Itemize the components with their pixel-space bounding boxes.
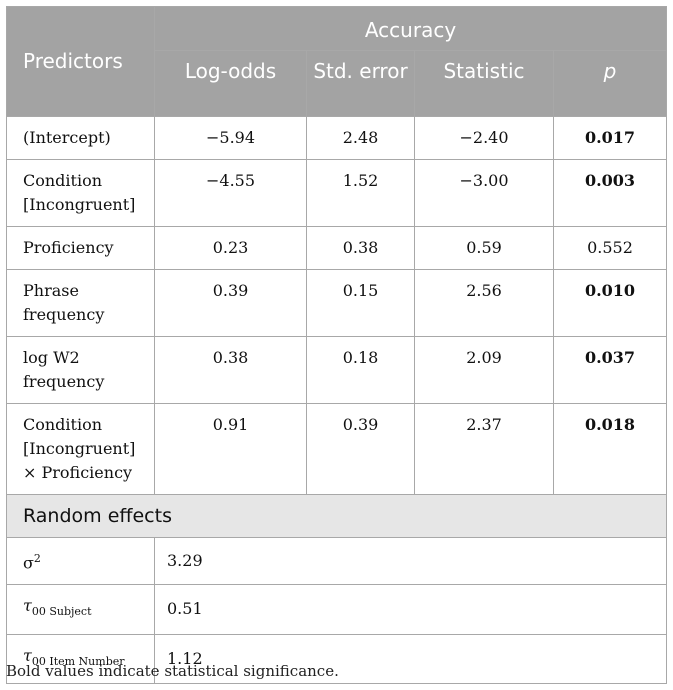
- p-header: p: [553, 50, 667, 117]
- sigma-squared-value: 3.29: [154, 536, 667, 586]
- p-value-cell: 0.552: [553, 226, 667, 270]
- statistic-cell: 2.09: [414, 336, 554, 404]
- std-error-cell: 0.38: [306, 226, 415, 270]
- table-row: τ00 Subject 0.51: [6, 584, 667, 635]
- statistic-cell: −2.40: [414, 116, 554, 160]
- std-error-header: Std. error: [306, 50, 415, 117]
- std-error-cell: 0.39: [306, 403, 415, 495]
- random-effects-title: Random effects: [6, 494, 667, 538]
- sigma-symbol: σ: [23, 553, 34, 573]
- tau-subscript: 00 Item Number: [31, 654, 125, 668]
- p-value-cell: 0.010: [553, 269, 667, 337]
- tau-subject-value: 0.51: [154, 584, 667, 635]
- tau-item-value: 1.12: [154, 633, 667, 684]
- table-row: σ2 3.29: [6, 536, 667, 586]
- log-odds-cell: −5.94: [154, 116, 307, 160]
- predictor-cell: Condition [Incongruent]: [6, 159, 155, 227]
- statistic-cell: 0.59: [414, 226, 554, 270]
- log-odds-cell: −4.55: [154, 159, 307, 227]
- std-error-cell: 0.18: [306, 336, 415, 404]
- tau-subscript: 00 Subject: [31, 605, 92, 619]
- p-value-cell: 0.003: [553, 159, 667, 227]
- table-row: (Intercept) −5.94 2.48 −2.40 0.017: [6, 116, 667, 160]
- predictor-cell: Condition [Incongruent] × Proficiency: [6, 403, 155, 495]
- sigma-superscript: 2: [33, 552, 41, 565]
- random-effects-header-row: Random effects: [6, 494, 667, 538]
- table-row: log W2 frequency 0.38 0.18 2.09 0.037: [6, 336, 667, 404]
- statistic-cell: 2.56: [414, 269, 554, 337]
- predictor-line: × Proficiency: [23, 463, 133, 482]
- tau-item-label: τ00 Item Number: [6, 633, 155, 684]
- log-odds-cell: 0.39: [154, 269, 307, 337]
- predictor-cell: (Intercept): [6, 116, 155, 160]
- std-error-cell: 0.15: [306, 269, 415, 337]
- accuracy-header: Accuracy: [154, 6, 667, 51]
- tau-subject-label: τ00 Subject: [6, 584, 155, 635]
- table-row: Proficiency 0.23 0.38 0.59 0.552: [6, 226, 667, 270]
- table-row: Condition [Incongruent] × Proficiency 0.…: [6, 403, 667, 495]
- p-value-cell: 0.017: [553, 116, 667, 160]
- statistic-cell: 2.37: [414, 403, 554, 495]
- table-row: τ00 Item Number 1.12: [6, 633, 667, 684]
- p-value-cell: 0.037: [553, 336, 667, 404]
- table-row: Phrase frequency 0.39 0.15 2.56 0.010: [6, 269, 667, 337]
- sigma-squared-label: σ2: [6, 536, 155, 586]
- log-odds-cell: 0.38: [154, 336, 307, 404]
- log-odds-cell: 0.23: [154, 226, 307, 270]
- statistic-header: Statistic: [414, 50, 554, 117]
- predictor-cell: log W2 frequency: [6, 336, 155, 404]
- table-row: Condition [Incongruent] −4.55 1.52 −3.00…: [6, 159, 667, 227]
- predictor-line: Condition: [23, 415, 103, 434]
- log-odds-header: Log-odds: [154, 50, 307, 117]
- table-footnote: Bold values indicate statistical signifi…: [6, 662, 339, 680]
- tau-symbol: τ: [23, 596, 32, 616]
- predictor-cell: Proficiency: [6, 226, 155, 270]
- predictors-header: Predictors: [6, 6, 155, 117]
- p-value-cell: 0.018: [553, 403, 667, 495]
- predictor-line: [Incongruent]: [23, 439, 136, 458]
- std-error-cell: 2.48: [306, 116, 415, 160]
- predictor-cell: Phrase frequency: [6, 269, 155, 337]
- tau-symbol: τ: [23, 645, 32, 665]
- std-error-cell: 1.52: [306, 159, 415, 227]
- log-odds-cell: 0.91: [154, 403, 307, 495]
- statistic-cell: −3.00: [414, 159, 554, 227]
- regression-table: Predictors Accuracy Log-odds Std. error …: [6, 6, 667, 684]
